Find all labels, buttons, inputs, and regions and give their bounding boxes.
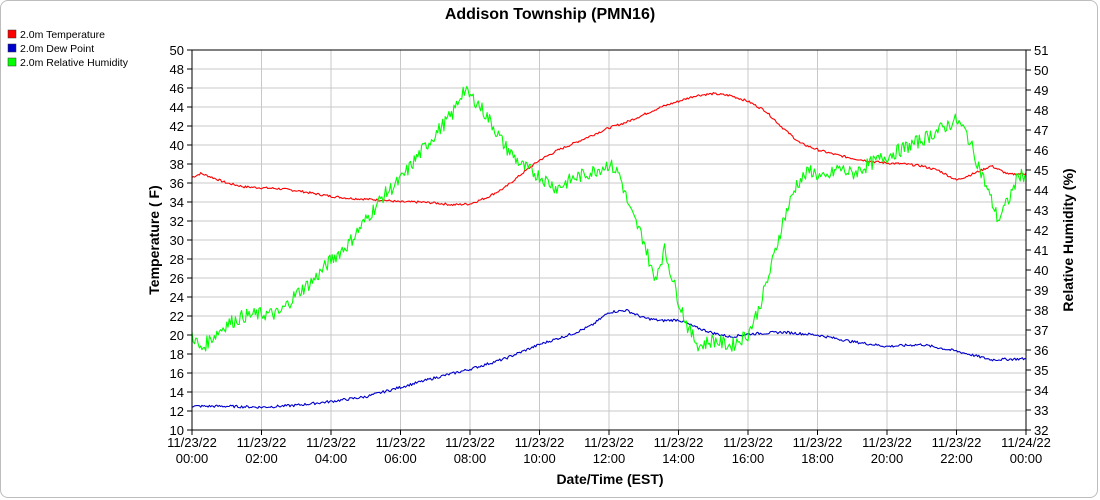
x-tick-date: 11/23/22 bbox=[237, 435, 287, 450]
right-tick-label: 35 bbox=[1034, 363, 1048, 378]
x-tick-date: 11/23/22 bbox=[584, 435, 634, 450]
legend-label: 2.0m Dew Point bbox=[20, 43, 94, 55]
series-line-2 bbox=[191, 308, 1027, 409]
left-tick-label: 16 bbox=[170, 366, 184, 381]
left-tick-label: 48 bbox=[170, 62, 184, 77]
x-tick-time: 12:00 bbox=[593, 451, 626, 466]
x-tick-date: 11/23/22 bbox=[376, 435, 426, 450]
x-tick-date: 11/23/22 bbox=[793, 435, 843, 450]
series-line-1 bbox=[191, 92, 1027, 207]
left-tick-label: 10 bbox=[170, 423, 184, 438]
left-tick-label: 28 bbox=[170, 252, 184, 267]
left-tick-label: 44 bbox=[170, 100, 184, 115]
left-tick-label: 22 bbox=[170, 309, 184, 324]
legend-swatch bbox=[7, 43, 17, 53]
right-tick-label: 40 bbox=[1034, 263, 1048, 278]
right-tick-label: 32 bbox=[1034, 423, 1048, 438]
right-tick-label: 38 bbox=[1034, 303, 1048, 318]
x-tick-date: 11/23/22 bbox=[932, 435, 982, 450]
legend-label: 2.0m Temperature bbox=[20, 29, 105, 41]
right-axis-ticks: 32 33 34 35 36 37 38 39 40 41 42 43 44 45 46 47 48 49 50 51 bbox=[1026, 43, 1048, 438]
x-axis-label: Date/Time (EST) bbox=[556, 471, 663, 487]
left-tick-label: 32 bbox=[170, 214, 184, 229]
legend-label: 2.0m Relative Humidity bbox=[20, 57, 129, 69]
left-tick-label: 42 bbox=[170, 119, 184, 134]
x-tick-date: 11/23/22 bbox=[167, 435, 217, 450]
left-tick-label: 24 bbox=[170, 290, 184, 305]
x-tick-date: 11/24/22 bbox=[1001, 435, 1051, 450]
y-axis-label: Temperature ( F) bbox=[146, 185, 162, 294]
x-tick-time: 00:00 bbox=[176, 451, 209, 466]
legend-swatch bbox=[7, 29, 17, 39]
x-tick-time: 14:00 bbox=[662, 451, 695, 466]
left-tick-label: 20 bbox=[170, 328, 184, 343]
x-tick-date: 11/23/22 bbox=[445, 435, 495, 450]
x-tick-time: 10:00 bbox=[523, 451, 556, 466]
legend: 2.0m Temperature 2.0m Dew Point 2.0m Relat… bbox=[7, 29, 129, 69]
right-tick-label: 47 bbox=[1034, 123, 1048, 138]
left-tick-label: 34 bbox=[170, 195, 184, 210]
right-tick-label: 33 bbox=[1034, 403, 1048, 418]
legend-swatch bbox=[7, 57, 17, 67]
right-tick-label: 45 bbox=[1034, 163, 1048, 178]
series-line-3 bbox=[191, 85, 1027, 352]
right-tick-label: 37 bbox=[1034, 323, 1048, 338]
x-tick-time: 08:00 bbox=[454, 451, 487, 466]
x-tick-time: 18:00 bbox=[801, 451, 834, 466]
x-tick-time: 04:00 bbox=[315, 451, 348, 466]
right-tick-label: 36 bbox=[1034, 343, 1048, 358]
chart-title: Addison Township (PMN16) bbox=[445, 6, 655, 23]
right-tick-label: 43 bbox=[1034, 203, 1048, 218]
right-tick-label: 51 bbox=[1034, 43, 1048, 58]
x-tick-date: 11/23/22 bbox=[723, 435, 773, 450]
left-tick-label: 50 bbox=[170, 43, 184, 58]
x-tick-time: 20:00 bbox=[871, 451, 904, 466]
right-tick-label: 50 bbox=[1034, 63, 1048, 78]
right-tick-label: 49 bbox=[1034, 83, 1048, 98]
right-tick-label: 39 bbox=[1034, 283, 1048, 298]
x-axis-ticks: 11/23/2200:0011/23/2202:0011/23/2204:001… bbox=[167, 430, 1051, 466]
left-tick-label: 46 bbox=[170, 81, 184, 96]
x-tick-date: 11/23/22 bbox=[654, 435, 704, 450]
y2-axis-label: Relative Humidity (%) bbox=[1060, 168, 1076, 311]
right-tick-label: 46 bbox=[1034, 143, 1048, 158]
right-tick-label: 48 bbox=[1034, 103, 1048, 118]
left-tick-label: 26 bbox=[170, 271, 184, 286]
series-layer bbox=[191, 85, 1027, 409]
x-tick-time: 00:00 bbox=[1010, 451, 1043, 466]
x-tick-time: 02:00 bbox=[245, 451, 278, 466]
left-tick-label: 40 bbox=[170, 138, 184, 153]
left-axis-ticks: 10 12 14 16 18 20 22 24 26 28 30 32 34 36 38 40 42 44 46 48… bbox=[170, 43, 192, 438]
x-tick-time: 06:00 bbox=[384, 451, 417, 466]
x-tick-date: 11/23/22 bbox=[515, 435, 565, 450]
x-tick-time: 22:00 bbox=[940, 451, 973, 466]
left-tick-label: 30 bbox=[170, 233, 184, 248]
right-tick-label: 44 bbox=[1034, 183, 1048, 198]
left-tick-label: 38 bbox=[170, 157, 184, 172]
left-tick-label: 12 bbox=[170, 404, 184, 419]
right-tick-label: 34 bbox=[1034, 383, 1048, 398]
right-tick-label: 42 bbox=[1034, 223, 1048, 238]
left-tick-label: 14 bbox=[170, 385, 184, 400]
x-tick-time: 16:00 bbox=[732, 451, 765, 466]
x-tick-date: 11/23/22 bbox=[862, 435, 912, 450]
left-tick-label: 36 bbox=[170, 176, 184, 191]
left-tick-label: 18 bbox=[170, 347, 184, 362]
right-tick-label: 41 bbox=[1034, 243, 1048, 258]
x-tick-date: 11/23/22 bbox=[306, 435, 356, 450]
gridlines bbox=[191, 49, 1027, 431]
